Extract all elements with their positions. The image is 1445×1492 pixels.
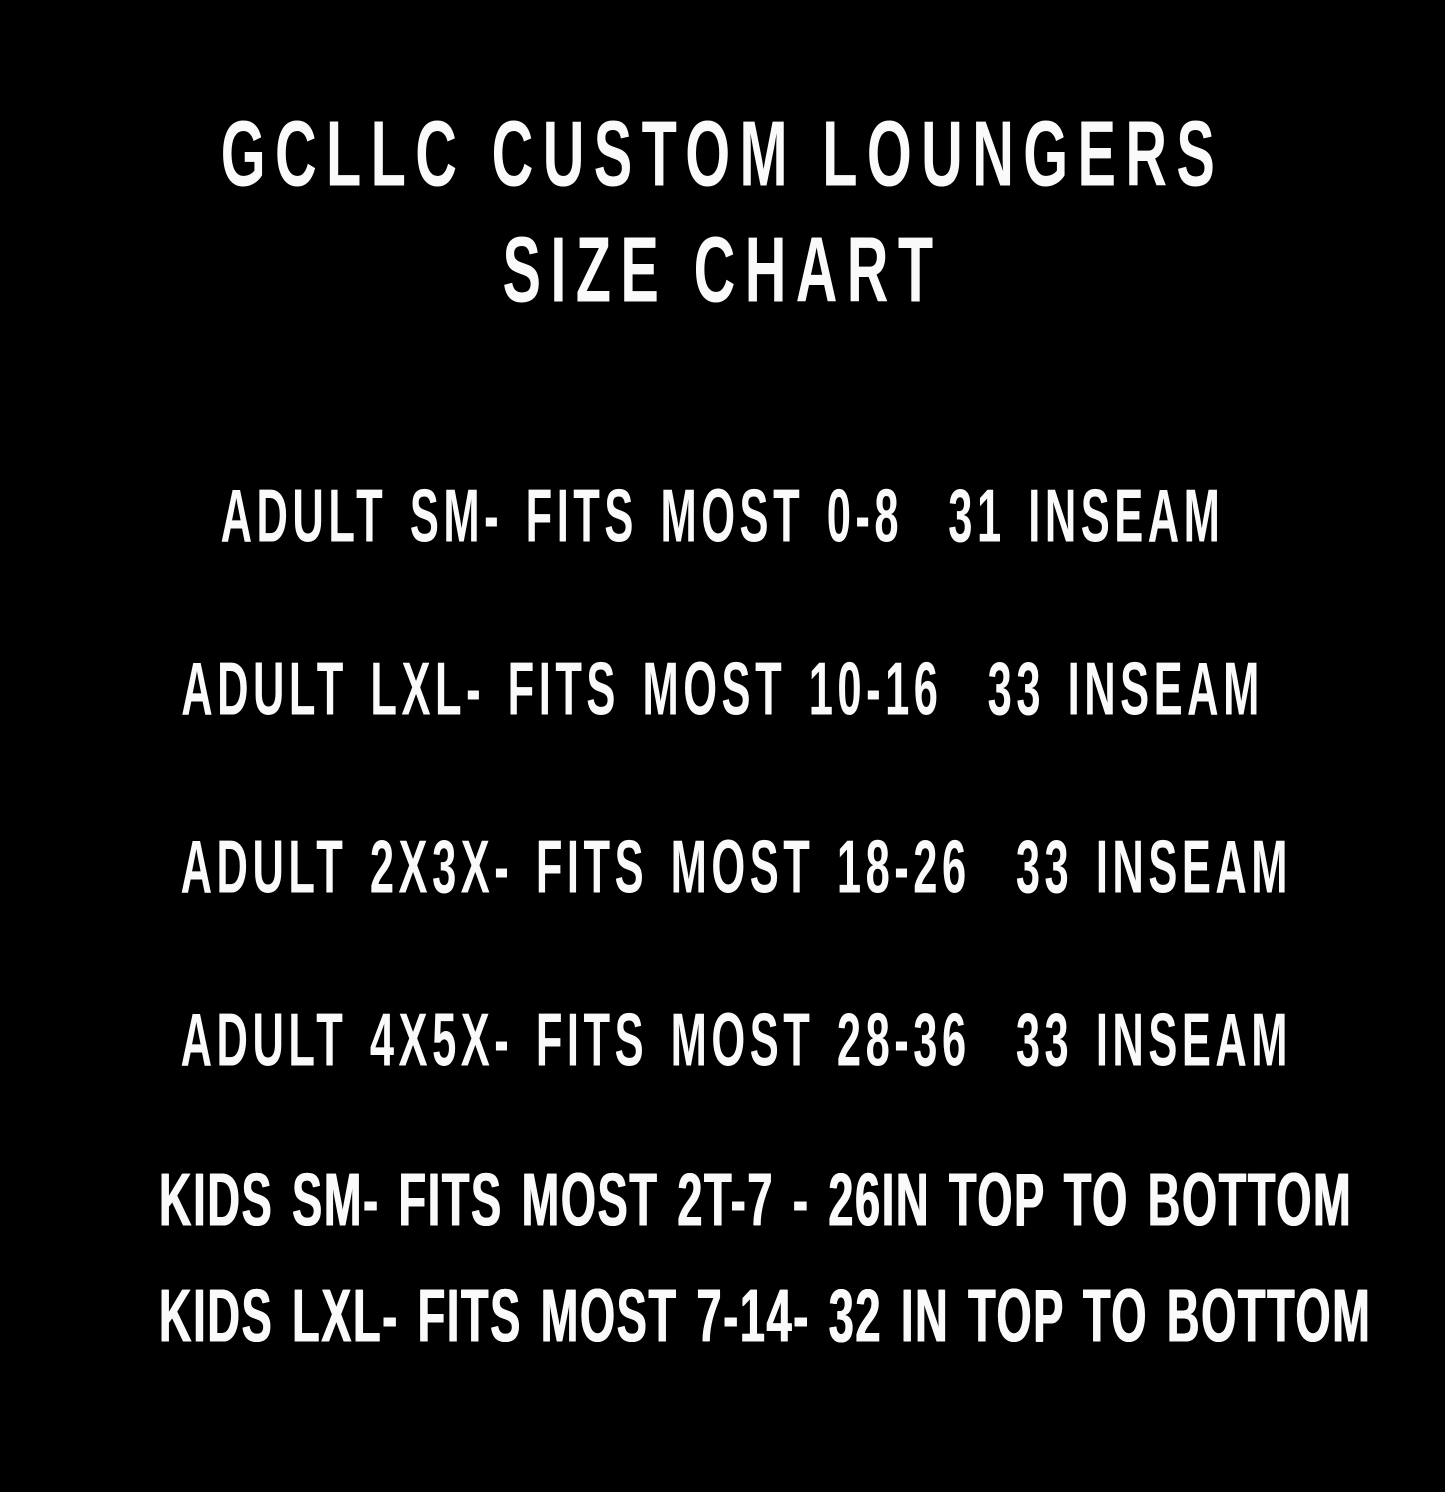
size-row-kids-lxl: KIDS LXL- FITS MOST 7-14- 32 IN TOP TO B… — [158, 1274, 1372, 1359]
size-row-adult-lxl: ADULT LXL- FITS MOST 10-16 33 INSEAM — [181, 647, 1264, 732]
size-row-kids-sm: KIDS SM- FITS MOST 2T-7 - 26IN TOP TO BO… — [158, 1158, 1353, 1243]
size-row-adult-4x5x: ADULT 4X5X- FITS MOST 28-36 33 INSEAM — [180, 998, 1293, 1083]
size-row-adult-sm: ADULT SM- FITS MOST 0-8 31 INSEAM — [220, 474, 1225, 559]
size-row-adult-2x3x: ADULT 2X3X- FITS MOST 18-26 33 INSEAM — [180, 825, 1293, 910]
poster-title-size-chart: SIZE CHART — [502, 217, 943, 322]
poster-title-brand: GCLLC CUSTOM LOUNGERS — [220, 101, 1225, 206]
